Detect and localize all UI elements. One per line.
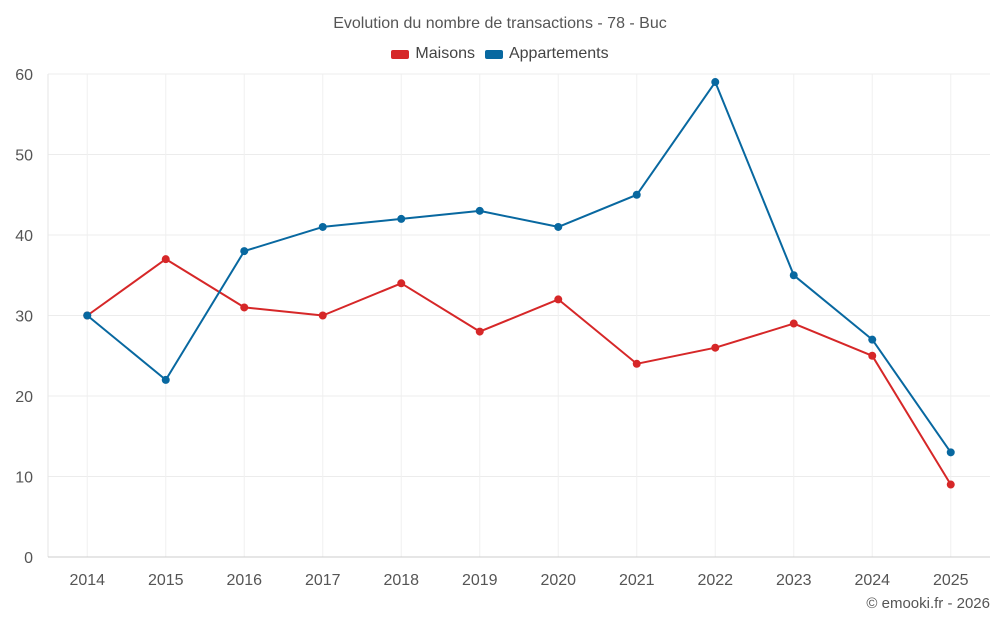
- x-tick-label-2021: 2021: [619, 572, 655, 589]
- x-tick-label-2019: 2019: [462, 572, 498, 589]
- data-point-appartements-2015[interactable]: [161, 375, 170, 384]
- x-tick-label-2014: 2014: [69, 572, 105, 589]
- data-point-appartements-2025[interactable]: [946, 448, 955, 457]
- x-tick-label-2025: 2025: [933, 572, 969, 589]
- data-point-appartements-2017[interactable]: [318, 222, 327, 231]
- axes: 0 10 20 30 40 50 60 2014 2015 2016 2017 2018 2019 202…: [15, 67, 990, 589]
- data-point-maisons-2019[interactable]: [475, 327, 484, 336]
- x-tick-label-2016: 2016: [226, 572, 262, 589]
- data-point-maisons-2023[interactable]: [789, 319, 798, 328]
- y-tick-label-10: 10: [15, 470, 33, 487]
- data-point-maisons-2021[interactable]: [632, 359, 641, 368]
- series-layer: [83, 78, 955, 489]
- series-appartements: [83, 78, 955, 457]
- data-point-appartements-2019[interactable]: [475, 206, 484, 215]
- data-point-appartements-2018[interactable]: [397, 214, 406, 223]
- legend-swatch-maisons: [391, 49, 410, 59]
- data-point-maisons-2020[interactable]: [554, 295, 563, 304]
- y-tick-label-20: 20: [15, 389, 33, 406]
- legend: Maisons Appartements: [0, 45, 1000, 63]
- legend-label-maisons: Maisons: [415, 45, 475, 62]
- data-point-appartements-2023[interactable]: [789, 271, 798, 280]
- data-point-maisons-2015[interactable]: [161, 255, 170, 264]
- series-line-appartements: [86, 81, 952, 453]
- data-point-maisons-2022[interactable]: [711, 343, 720, 352]
- data-point-appartements-2021[interactable]: [632, 190, 641, 199]
- data-point-maisons-2016[interactable]: [240, 303, 249, 312]
- y-tick-label-30: 30: [15, 309, 33, 326]
- x-tick-label-2024: 2024: [854, 572, 890, 589]
- data-point-appartements-2020[interactable]: [554, 222, 563, 231]
- grid-lines: [48, 73, 990, 557]
- data-point-appartements-2016[interactable]: [240, 247, 249, 256]
- x-tick-label-2017: 2017: [305, 572, 341, 589]
- data-point-appartements-2014[interactable]: [83, 311, 92, 320]
- data-point-maisons-2017[interactable]: [318, 311, 327, 320]
- data-point-maisons-2024[interactable]: [868, 351, 877, 360]
- data-point-maisons-2025[interactable]: [946, 480, 955, 489]
- chart-title: Evolution du nombre de transactions - 78…: [333, 15, 667, 32]
- x-tick-label-2018: 2018: [383, 572, 419, 589]
- x-tick-label-2015: 2015: [148, 572, 184, 589]
- series-maisons: [83, 255, 955, 489]
- data-point-appartements-2024[interactable]: [868, 335, 877, 344]
- x-tick-label-2023: 2023: [776, 572, 812, 589]
- series-line-maisons: [86, 258, 952, 486]
- credit-text: © emooki.fr - 2026: [866, 595, 990, 612]
- legend-item-appartements[interactable]: Appartements: [484, 45, 609, 63]
- y-tick-label-50: 50: [15, 148, 33, 165]
- legend-item-maisons[interactable]: Maisons: [391, 45, 475, 63]
- data-point-maisons-2018[interactable]: [397, 279, 406, 288]
- x-tick-label-2022: 2022: [697, 572, 733, 589]
- legend-label-appartements: Appartements: [508, 45, 609, 62]
- x-tick-label-2020: 2020: [540, 572, 576, 589]
- y-tick-label-60: 60: [15, 67, 33, 84]
- y-tick-label-40: 40: [15, 228, 33, 245]
- data-point-appartements-2022[interactable]: [711, 78, 720, 87]
- legend-swatch-appartements: [484, 49, 503, 59]
- y-tick-label-0: 0: [24, 550, 33, 567]
